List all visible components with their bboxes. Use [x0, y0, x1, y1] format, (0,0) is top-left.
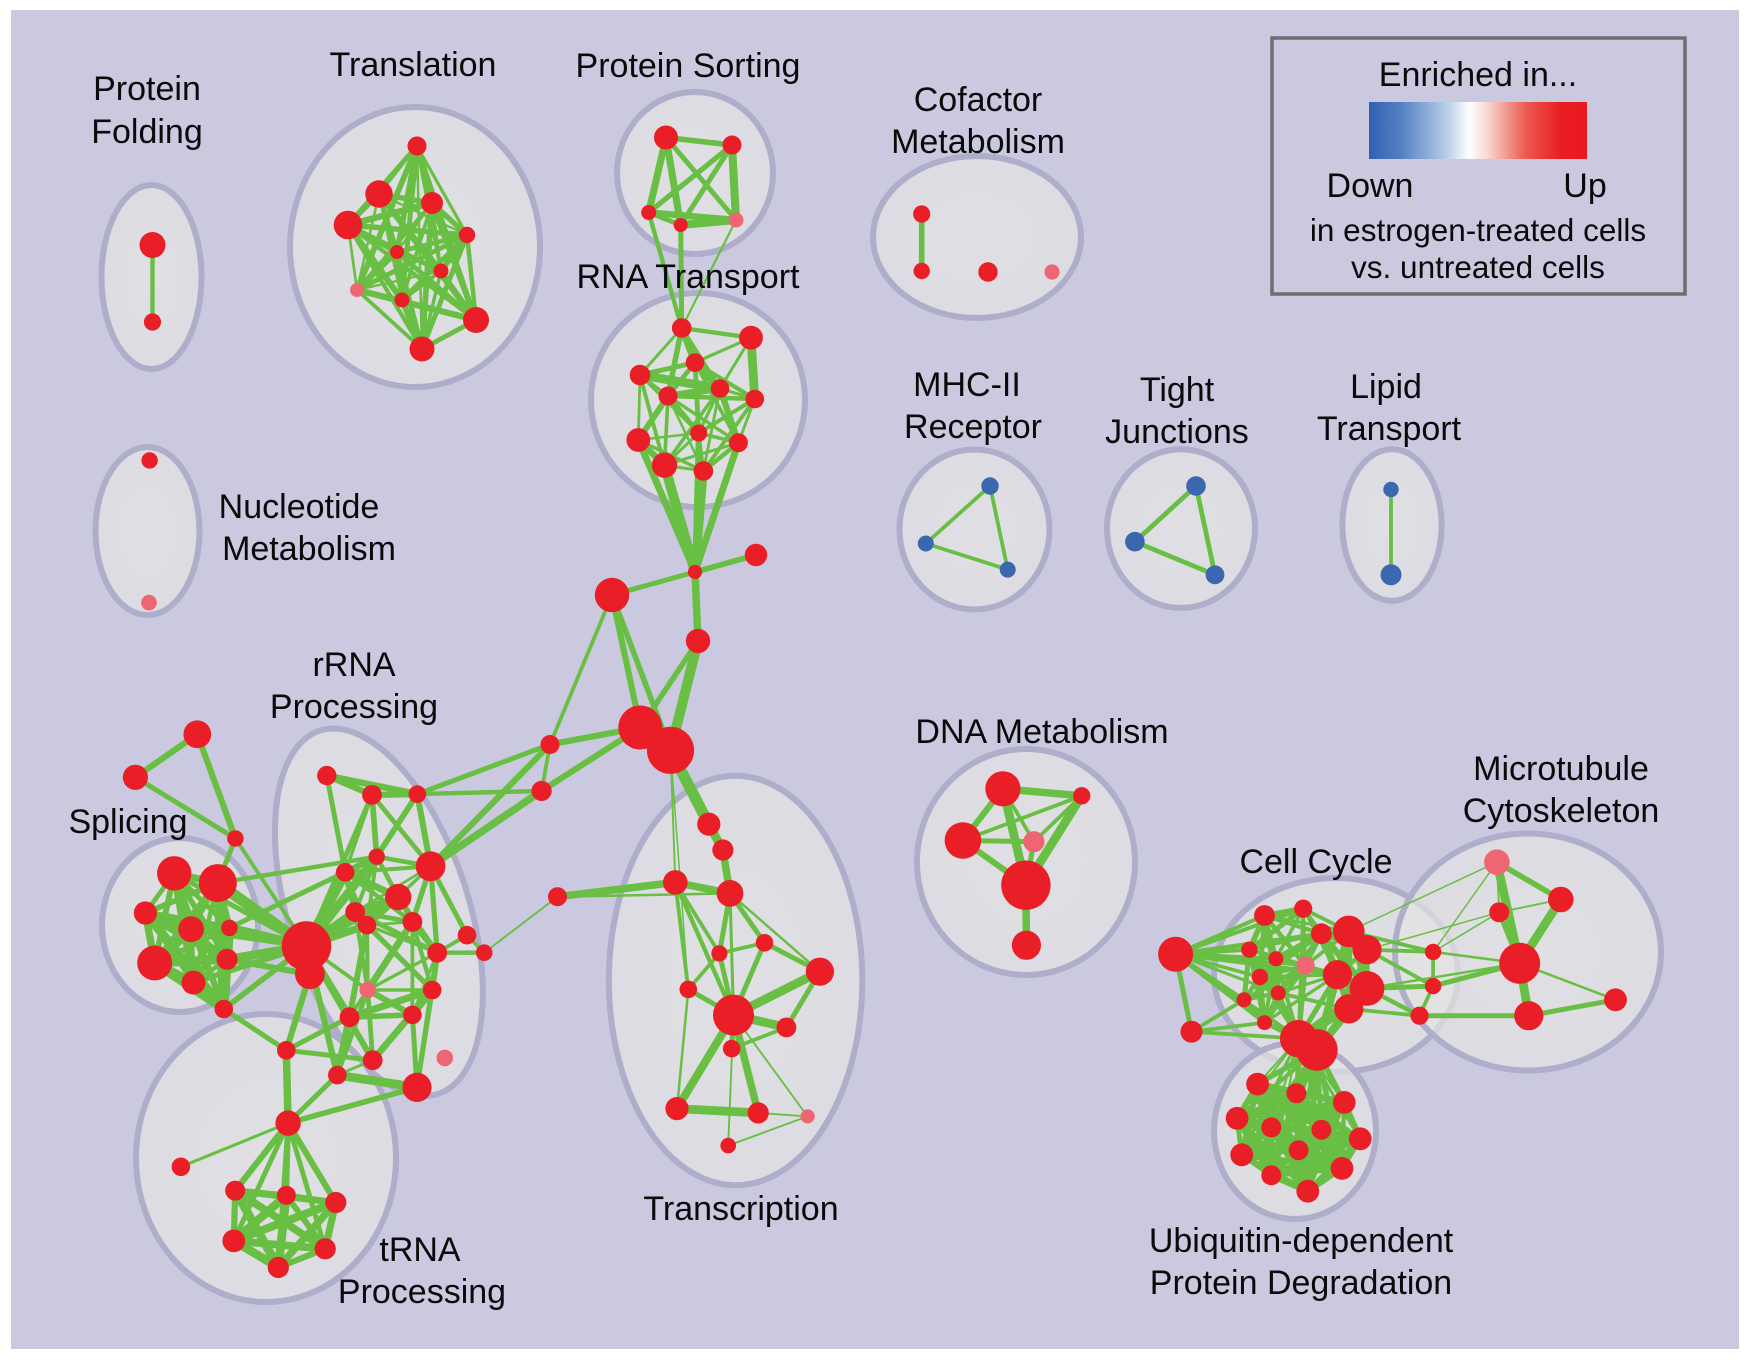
svg-text:tRNA: tRNA — [379, 1231, 461, 1269]
svg-text:Protein Sorting: Protein Sorting — [576, 47, 801, 85]
svg-text:Processing: Processing — [338, 1273, 506, 1311]
svg-text:Lipid: Lipid — [1350, 368, 1422, 406]
svg-text:Metabolism: Metabolism — [222, 530, 396, 568]
svg-text:Processing: Processing — [270, 688, 438, 726]
svg-text:Microtubule: Microtubule — [1473, 750, 1649, 788]
svg-text:Junctions: Junctions — [1105, 413, 1249, 451]
svg-text:Cofactor: Cofactor — [914, 81, 1043, 119]
svg-text:Metabolism: Metabolism — [891, 123, 1065, 161]
svg-text:rRNA: rRNA — [312, 646, 395, 684]
svg-text:Cell Cycle: Cell Cycle — [1239, 843, 1392, 881]
svg-text:Protein Degradation: Protein Degradation — [1150, 1264, 1452, 1302]
svg-text:Ubiquitin-dependent: Ubiquitin-dependent — [1149, 1222, 1454, 1260]
svg-text:vs. untreated cells: vs. untreated cells — [1351, 249, 1605, 285]
svg-text:Tight: Tight — [1140, 371, 1215, 409]
svg-text:Protein: Protein — [93, 70, 201, 108]
svg-text:Folding: Folding — [91, 113, 203, 151]
svg-text:Nucleotide: Nucleotide — [219, 488, 380, 526]
svg-text:Translation: Translation — [330, 46, 497, 84]
svg-text:Transcription: Transcription — [643, 1190, 838, 1228]
svg-text:Receptor: Receptor — [904, 408, 1042, 446]
svg-text:Transport: Transport — [1317, 410, 1462, 448]
svg-text:Cytoskeleton: Cytoskeleton — [1463, 792, 1660, 830]
svg-text:Up: Up — [1563, 167, 1606, 205]
svg-text:Down: Down — [1327, 167, 1414, 205]
svg-text:Enriched in...: Enriched in... — [1379, 56, 1577, 94]
svg-text:MHC-II: MHC-II — [913, 366, 1021, 404]
svg-text:in estrogen-treated cells: in estrogen-treated cells — [1310, 212, 1646, 248]
svg-text:Splicing: Splicing — [68, 803, 187, 841]
svg-text:RNA Transport: RNA Transport — [577, 258, 801, 296]
svg-text:DNA Metabolism: DNA Metabolism — [915, 713, 1168, 751]
